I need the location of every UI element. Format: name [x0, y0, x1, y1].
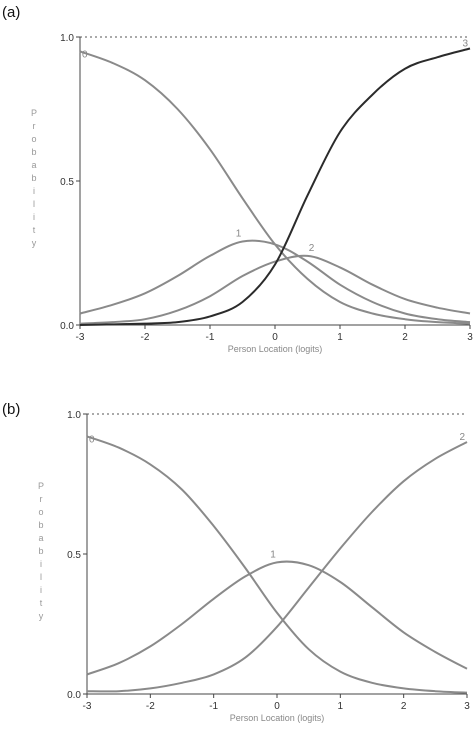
curve-category-0 — [79, 50, 471, 325]
x-tick-label: -3 — [83, 701, 92, 712]
curve-category-1 — [86, 560, 468, 676]
x-tick-label: -1 — [206, 332, 215, 343]
curve-category-1 — [79, 239, 471, 324]
curve-label-2: 2 — [459, 432, 465, 443]
x-tick-label: 0 — [272, 332, 278, 343]
curve-label-1: 1 — [270, 549, 276, 560]
y-tick-label: 1.0 — [67, 410, 81, 421]
curve-category-2 — [86, 441, 468, 693]
curve-category-2 — [79, 254, 471, 325]
x-axis-label: Person Location (logits) — [230, 713, 325, 723]
x-tick-label: -3 — [76, 332, 85, 343]
y-tick-label: 0.0 — [60, 321, 74, 332]
x-axis-label: Person Location (logits) — [228, 344, 323, 354]
x-tick-label: 1 — [338, 701, 344, 712]
x-tick-label: 2 — [401, 701, 407, 712]
x-tick-label: -2 — [141, 332, 150, 343]
curve-label-0: 0 — [89, 434, 95, 445]
chart-panel-2: (b) 0.0 0.5 1.0 -3 -2 -1 0 1 2 3 Person Location (l… — [2, 401, 470, 723]
x-tick-label: 2 — [402, 332, 408, 343]
x-tick-label: 0 — [274, 701, 280, 712]
x-tick-label: 3 — [467, 332, 473, 343]
x-tick-label: -2 — [146, 701, 155, 712]
y-tick-label: 0.5 — [67, 550, 81, 561]
curve-category-0 — [86, 435, 468, 694]
curve-label-2: 2 — [309, 243, 315, 254]
x-tick-label: 3 — [464, 701, 470, 712]
y-tick-label: 0.0 — [67, 690, 81, 701]
y-tick-label: 0.5 — [60, 177, 74, 188]
curve-label-1: 1 — [236, 228, 242, 239]
curve-category-3 — [79, 47, 471, 326]
y-tick-label: 1.0 — [60, 33, 74, 44]
curve-label-0: 0 — [82, 49, 88, 60]
x-tick-label: 1 — [337, 332, 343, 343]
chart-panel-1: (a) 0.0 0.5 1.0 -3 -2 -1 0 1 2 3 Person Location (l… — [2, 4, 473, 354]
panel-label: (b) — [2, 401, 20, 418]
panel-label: (a) — [2, 4, 20, 21]
x-tick-label: -1 — [209, 701, 218, 712]
curve-label-3: 3 — [462, 39, 468, 50]
